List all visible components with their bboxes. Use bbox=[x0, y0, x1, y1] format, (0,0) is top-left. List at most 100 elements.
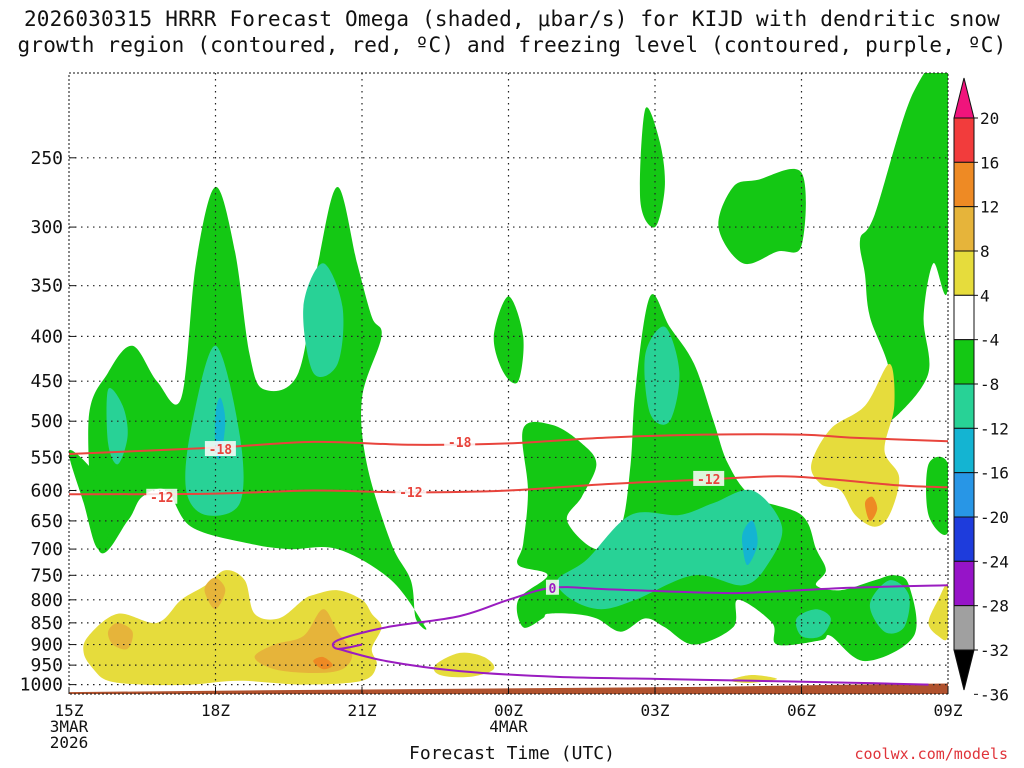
contour-lines bbox=[69, 433, 948, 686]
y-tick-label-850: 850 bbox=[30, 613, 63, 634]
omega-region-20 bbox=[811, 363, 900, 527]
y-tick-label-900: 900 bbox=[30, 635, 63, 656]
contour-label-4: -12 bbox=[697, 473, 720, 488]
colorbar-label-12: -32 bbox=[980, 641, 1009, 660]
colorbar-swatch-11 bbox=[953, 560, 975, 607]
contour-label-bg-3 bbox=[395, 483, 427, 499]
colorbar-swatch-12 bbox=[953, 605, 975, 651]
y-tick-label-250: 250 bbox=[30, 148, 63, 169]
contour-label-bg-0 bbox=[204, 441, 236, 457]
x-tick-label-0-0: 15Z bbox=[55, 701, 84, 720]
contour-line-3 bbox=[337, 647, 929, 686]
contour-label-3: -12 bbox=[399, 486, 422, 501]
y-tick-label-450: 450 bbox=[30, 371, 63, 392]
colorbar-swatch-9 bbox=[953, 472, 975, 518]
omega-region-18 bbox=[433, 652, 495, 678]
colorbar-label-13: -36 bbox=[980, 685, 1009, 704]
omega-region-7 bbox=[926, 456, 948, 535]
credit-text: coolwx.com/models bbox=[854, 745, 1008, 763]
omega-region-16 bbox=[741, 520, 758, 566]
colorbar-label-2: 12 bbox=[980, 198, 999, 217]
omega-region-9 bbox=[185, 345, 244, 516]
colorbar-label-10: -24 bbox=[980, 552, 1009, 571]
omega-region-21 bbox=[928, 583, 948, 641]
x-tick-label-6-0: 21Z bbox=[348, 701, 377, 720]
omega-region-4 bbox=[639, 107, 665, 228]
omega-region-1 bbox=[69, 449, 113, 550]
colorbar-swatch-6 bbox=[953, 339, 975, 385]
omega-region-25 bbox=[313, 656, 333, 670]
omega-region-24 bbox=[254, 609, 353, 673]
x-tick-label-0-1: 3MAR bbox=[50, 717, 89, 736]
y-tick-label-500: 500 bbox=[30, 411, 63, 432]
x-tick-label-15-0: 06Z bbox=[787, 701, 816, 720]
colorbar-label-5: -4 bbox=[980, 331, 999, 350]
colorbar-label-7: -12 bbox=[980, 419, 1009, 438]
omega-region-22 bbox=[107, 622, 133, 650]
colorbar-label-4: 4 bbox=[980, 286, 990, 305]
plot-frame bbox=[68, 72, 949, 695]
y-tick-label-300: 300 bbox=[30, 217, 63, 238]
y-tick-label-950: 950 bbox=[30, 655, 63, 676]
contour-label-1: -18 bbox=[448, 436, 472, 451]
colorbar-swatch-2 bbox=[953, 161, 975, 208]
colorbar-swatch-10 bbox=[953, 516, 975, 562]
contour-line-1 bbox=[69, 475, 948, 496]
colorbar-swatch-4 bbox=[953, 250, 975, 296]
contour-label-bg-4 bbox=[693, 470, 725, 486]
x-tick-label-12-0: 03Z bbox=[641, 701, 670, 720]
y-tick-label-700: 700 bbox=[30, 539, 63, 560]
colorbar-swatch-5 bbox=[953, 294, 975, 341]
contour-label-5: 0 bbox=[549, 582, 557, 597]
contour-label-0: -18 bbox=[209, 443, 233, 458]
omega-region-11 bbox=[644, 326, 680, 425]
colorbar-top-arrow bbox=[953, 77, 975, 119]
omega-region-14 bbox=[869, 580, 910, 634]
colorbar-label-6: -8 bbox=[980, 375, 999, 394]
chart-title-line1: 2026030315 HRRR Forecast Omega (shaded, … bbox=[23, 7, 1001, 31]
colorbar-swatch-1 bbox=[953, 117, 975, 163]
omega-region-5 bbox=[718, 168, 806, 265]
colorbar-swatch-3 bbox=[953, 206, 975, 252]
y-tick-label-600: 600 bbox=[30, 480, 63, 501]
omega-region-10 bbox=[303, 263, 344, 378]
colorbar-label-0: 20 bbox=[980, 109, 999, 128]
y-tick-label-1000: 1000 bbox=[20, 675, 63, 696]
omega-region-13 bbox=[795, 609, 831, 639]
x-tick-label-3-0: 18Z bbox=[201, 701, 230, 720]
contour-line-2 bbox=[331, 584, 948, 650]
colorbar-bottom-arrow bbox=[953, 649, 975, 691]
colorbar-swatch-7 bbox=[953, 383, 975, 429]
colorbar-label-9: -20 bbox=[980, 508, 1009, 527]
y-tick-label-800: 800 bbox=[30, 590, 63, 611]
colorbar-label-8: -16 bbox=[980, 464, 1009, 483]
contour-label-bg-2 bbox=[146, 488, 178, 504]
y-tick-label-650: 650 bbox=[30, 511, 63, 532]
omega-region-6 bbox=[859, 73, 948, 425]
contour-line-0 bbox=[69, 433, 948, 455]
y-tick-label-400: 400 bbox=[30, 326, 63, 347]
x-tick-label-9-1: 4MAR bbox=[489, 717, 528, 736]
colorbar-label-1: 16 bbox=[980, 153, 999, 172]
x-axis-title: Forecast Time (UTC) bbox=[409, 743, 615, 764]
omega-shading bbox=[69, 73, 948, 686]
chart-title-line2: growth region (contoured, red, ºC) and f… bbox=[17, 33, 1007, 57]
contour-label-bg-5 bbox=[545, 579, 559, 595]
y-tick-label-550: 550 bbox=[30, 447, 63, 468]
colorbar-label-3: 8 bbox=[980, 242, 990, 261]
y-tick-label-350: 350 bbox=[30, 276, 63, 297]
x-tick-label-18-0: 09Z bbox=[934, 701, 963, 720]
x-tick-label-9-0: 00Z bbox=[494, 701, 523, 720]
x-tick-label-0-2: 2026 bbox=[50, 733, 89, 752]
omega-region-23 bbox=[204, 577, 226, 610]
colorbar-label-11: -28 bbox=[980, 597, 1009, 616]
contour-label-2: -12 bbox=[150, 491, 173, 506]
colorbar-swatch-8 bbox=[953, 427, 975, 474]
omega-region-2 bbox=[493, 296, 524, 384]
contour-label-bg-1 bbox=[444, 433, 476, 449]
omega-region-0 bbox=[88, 186, 427, 630]
omega-region-26 bbox=[864, 496, 878, 521]
y-tick-label-750: 750 bbox=[30, 565, 63, 586]
omega-region-8 bbox=[106, 387, 128, 465]
